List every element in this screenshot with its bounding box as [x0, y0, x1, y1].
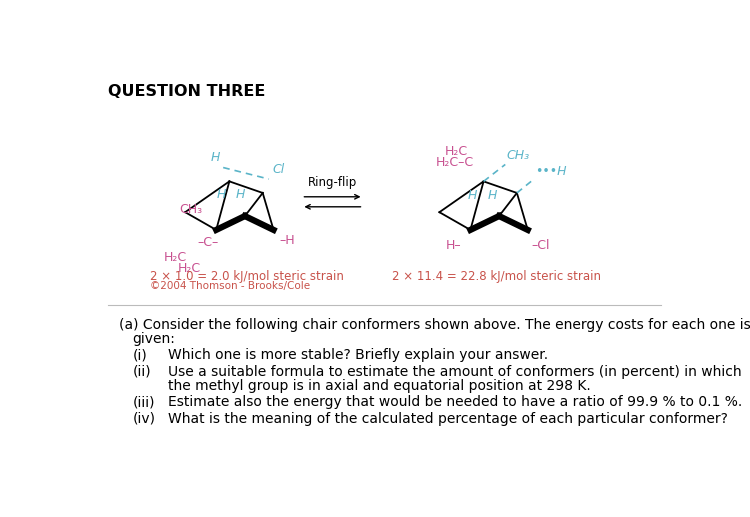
Text: Ring-flip: Ring-flip	[308, 176, 357, 189]
Text: Cl: Cl	[272, 163, 284, 176]
Text: CH₃: CH₃	[179, 203, 203, 216]
Text: What is the meaning of the calculated percentage of each particular conformer?: What is the meaning of the calculated pe…	[168, 412, 728, 425]
Text: Which one is more stable? Briefly explain your answer.: Which one is more stable? Briefly explai…	[168, 348, 548, 362]
Text: 2 × 11.4 = 22.8 kJ/mol steric strain: 2 × 11.4 = 22.8 kJ/mol steric strain	[392, 270, 602, 283]
Text: CH₃: CH₃	[507, 149, 530, 162]
Text: (ii): (ii)	[133, 364, 151, 378]
Text: (iv): (iv)	[133, 412, 155, 425]
Text: –C–: –C–	[198, 236, 219, 249]
Text: Use a suitable formula to estimate the amount of conformers (in percent) in whic: Use a suitable formula to estimate the a…	[168, 364, 742, 378]
Text: H: H	[211, 151, 220, 164]
Text: H: H	[468, 189, 477, 202]
Text: H: H	[236, 188, 245, 201]
Text: (a) Consider the following chair conformers shown above. The energy costs for ea: (a) Consider the following chair conform…	[118, 317, 750, 332]
Text: H: H	[217, 188, 226, 201]
Text: H: H	[488, 189, 496, 202]
Text: H–: H–	[446, 239, 461, 252]
Text: –H: –H	[280, 234, 296, 247]
Text: H₂C–C: H₂C–C	[436, 156, 474, 169]
Text: QUESTION THREE: QUESTION THREE	[108, 84, 265, 99]
Text: –Cl: –Cl	[532, 239, 550, 252]
Text: given:: given:	[133, 332, 176, 346]
Text: (iii): (iii)	[133, 396, 155, 409]
Text: •••H: •••H	[536, 164, 567, 177]
Text: H₂C: H₂C	[164, 251, 187, 265]
Text: the methyl group is in axial and equatorial position at 298 K.: the methyl group is in axial and equator…	[168, 379, 591, 393]
Text: Estimate also the energy that would be needed to have a ratio of 99.9 % to 0.1 %: Estimate also the energy that would be n…	[168, 396, 742, 409]
Text: H₂C: H₂C	[445, 145, 468, 158]
Text: H₂C: H₂C	[178, 262, 201, 275]
Text: 2 × 1.0 = 2.0 kJ/mol steric strain: 2 × 1.0 = 2.0 kJ/mol steric strain	[149, 270, 344, 283]
Text: ©2004 Thomson - Brooks/Cole: ©2004 Thomson - Brooks/Cole	[149, 281, 310, 291]
Text: (i): (i)	[133, 348, 147, 362]
